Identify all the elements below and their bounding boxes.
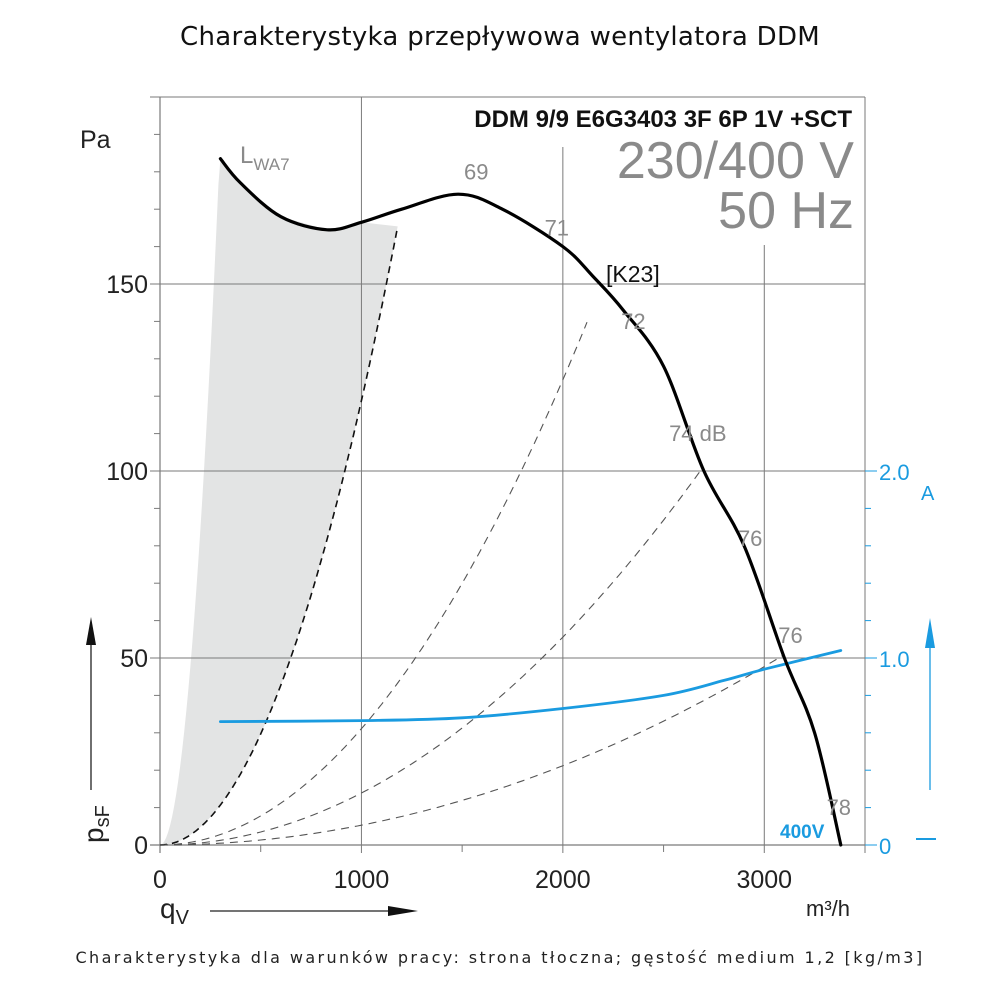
ticks: 0 50 100 150 0 1000 2000 3000 0 1.0 2.0 (106, 133, 910, 894)
y2-tick-label: 0 (879, 834, 891, 859)
pressure-curve (218, 157, 843, 847)
lwa-label: LWA7 (240, 142, 290, 174)
model-label: DDM 9/9 E6G3403 3F 6P 1V +SCT (474, 106, 852, 133)
y2-tick-label: 1.0 (879, 647, 910, 672)
x-tick-label: 2000 (535, 866, 591, 894)
y-tick-label: 150 (106, 271, 148, 299)
db-annotation: 76 (778, 623, 802, 648)
y-axis-name-sub: sF (92, 805, 114, 827)
lwa-label-main: L (240, 142, 253, 169)
y-axis-name: psF (78, 805, 114, 843)
x-axis-arrow-head (388, 906, 418, 916)
db-annotation: 72 (621, 309, 645, 334)
frequency-label: 50 Hz (718, 182, 854, 240)
db-annotation: 71 (545, 215, 569, 240)
x-tick-label: 1000 (334, 866, 390, 894)
db-annotation: 74 dB (669, 421, 727, 446)
db-annotations: 69 71 72 74 dB 76 76 78 (464, 159, 851, 820)
lwa-label-sub: WA7 (253, 155, 289, 174)
system-curve (160, 654, 785, 846)
current-curve (219, 649, 843, 723)
y2-tick-label: 2.0 (879, 460, 910, 485)
footer-note: Charakterystyka dla warunków pracy: stro… (75, 948, 925, 967)
db-annotation: 69 (464, 159, 488, 184)
db-annotation: 78 (827, 795, 851, 820)
voltage-label: 230/400 V (617, 132, 854, 190)
x-tick-label: 0 (153, 866, 167, 894)
y2-unit-label: A (921, 483, 935, 505)
y-tick-label: 50 (120, 645, 148, 673)
series (218, 157, 843, 847)
x-unit-label: m³/h (806, 896, 850, 921)
system-curve (160, 471, 701, 846)
y-axis-arrow-head (86, 617, 96, 645)
x-axis-name: qV (160, 893, 190, 929)
x-axis-name-sub: V (176, 907, 190, 929)
y-tick-label: 100 (106, 458, 148, 486)
system-curve (160, 321, 588, 846)
y2-axis-arrow-head (925, 618, 935, 648)
lwa-shade (160, 158, 398, 845)
x-axis-name-main: q (160, 893, 176, 924)
x-tick-label: 3000 (736, 866, 792, 894)
lwa-shaded-region (160, 158, 398, 845)
current-series-label: 400V (780, 822, 825, 843)
y-unit-label: Pa (80, 126, 111, 154)
system-curve (159, 226, 399, 846)
y-axis-name-main: p (78, 827, 109, 843)
system-curves (159, 226, 785, 846)
y-axis-name-group: psF (78, 805, 114, 843)
curve-code-label: [K23] (606, 261, 660, 287)
db-annotation: 76 (738, 526, 762, 551)
chart-title: Charakterystyka przepływowa wentylatora … (179, 22, 821, 52)
y-tick-label: 0 (134, 832, 148, 860)
